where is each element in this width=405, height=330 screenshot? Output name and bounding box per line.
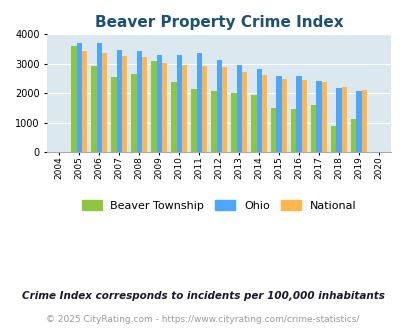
Bar bbox=[171, 82, 176, 152]
Bar bbox=[236, 65, 241, 152]
Bar bbox=[122, 55, 127, 152]
Bar bbox=[211, 91, 216, 152]
Bar bbox=[241, 72, 246, 152]
Bar bbox=[276, 76, 281, 152]
Text: © 2025 CityRating.com - https://www.cityrating.com/crime-statistics/: © 2025 CityRating.com - https://www.city… bbox=[46, 315, 359, 324]
Bar bbox=[102, 53, 107, 152]
Bar bbox=[96, 44, 102, 152]
Bar bbox=[361, 90, 366, 152]
Bar bbox=[261, 75, 266, 152]
Bar bbox=[196, 53, 201, 152]
Text: Crime Index corresponds to incidents per 100,000 inhabitants: Crime Index corresponds to incidents per… bbox=[21, 291, 384, 301]
Title: Beaver Property Crime Index: Beaver Property Crime Index bbox=[95, 15, 343, 30]
Bar bbox=[321, 82, 326, 152]
Bar bbox=[356, 91, 361, 152]
Bar bbox=[216, 60, 221, 152]
Bar bbox=[131, 74, 136, 152]
Bar bbox=[296, 76, 301, 152]
Bar bbox=[82, 51, 87, 152]
Bar bbox=[251, 95, 256, 152]
Bar bbox=[231, 93, 236, 152]
Bar bbox=[256, 69, 261, 152]
Bar bbox=[350, 119, 356, 152]
Bar bbox=[311, 105, 315, 152]
Bar bbox=[301, 80, 306, 152]
Bar bbox=[341, 87, 346, 152]
Bar bbox=[77, 44, 82, 152]
Bar bbox=[181, 65, 186, 152]
Bar bbox=[71, 47, 77, 152]
Bar bbox=[330, 126, 336, 152]
Bar bbox=[141, 57, 147, 152]
Bar bbox=[151, 61, 156, 152]
Bar bbox=[221, 67, 226, 152]
Bar bbox=[290, 109, 296, 152]
Bar bbox=[281, 79, 286, 152]
Bar bbox=[111, 78, 116, 152]
Bar bbox=[201, 66, 207, 152]
Bar bbox=[176, 55, 181, 152]
Legend: Beaver Township, Ohio, National: Beaver Township, Ohio, National bbox=[77, 196, 360, 215]
Bar bbox=[156, 55, 161, 152]
Bar bbox=[136, 50, 141, 152]
Bar bbox=[315, 81, 321, 152]
Bar bbox=[271, 108, 276, 152]
Bar bbox=[116, 50, 121, 152]
Bar bbox=[161, 63, 166, 152]
Bar bbox=[336, 88, 341, 152]
Bar bbox=[91, 66, 96, 152]
Bar bbox=[191, 89, 196, 152]
